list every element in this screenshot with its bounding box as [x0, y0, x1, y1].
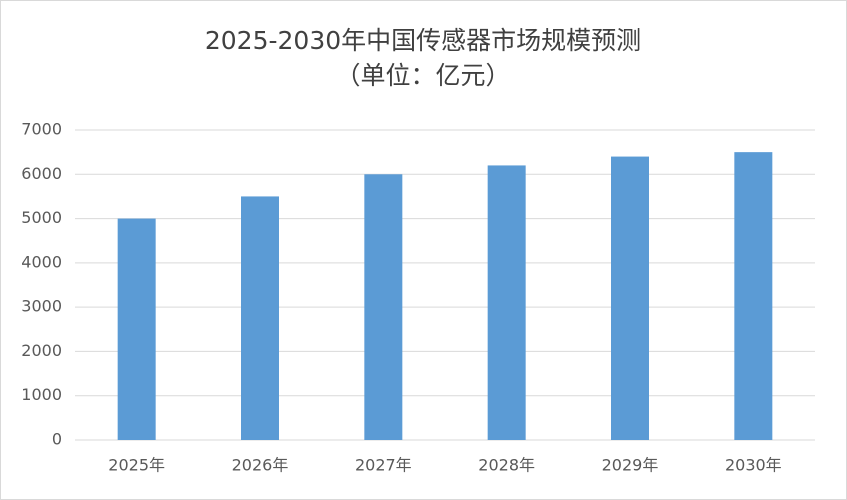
y-tick-label: 3000 — [21, 297, 62, 316]
y-tick-label: 2000 — [21, 341, 62, 360]
x-tick-label: 2027年 — [355, 456, 412, 475]
bar — [734, 152, 773, 440]
chart-subtitle: （单位：亿元） — [335, 61, 510, 90]
y-tick-label: 0 — [52, 430, 62, 449]
bar — [117, 218, 156, 440]
y-tick-label: 6000 — [21, 164, 62, 183]
y-tick-label: 4000 — [21, 252, 62, 271]
y-tick-label: 7000 — [21, 120, 62, 139]
bar — [364, 174, 403, 441]
chart-title: 2025-2030年中国传感器市场规模预测 — [205, 26, 641, 55]
x-tick-label: 2030年 — [725, 456, 782, 475]
x-tick-label: 2029年 — [602, 456, 659, 475]
y-tick-label: 5000 — [21, 208, 62, 227]
x-tick-label: 2026年 — [232, 456, 289, 475]
y-tick-label: 1000 — [21, 385, 62, 404]
bar — [487, 165, 526, 440]
x-tick-label: 2028年 — [478, 456, 535, 475]
bar — [611, 156, 649, 441]
x-tick-label: 2025年 — [108, 456, 165, 475]
bar — [241, 196, 279, 440]
